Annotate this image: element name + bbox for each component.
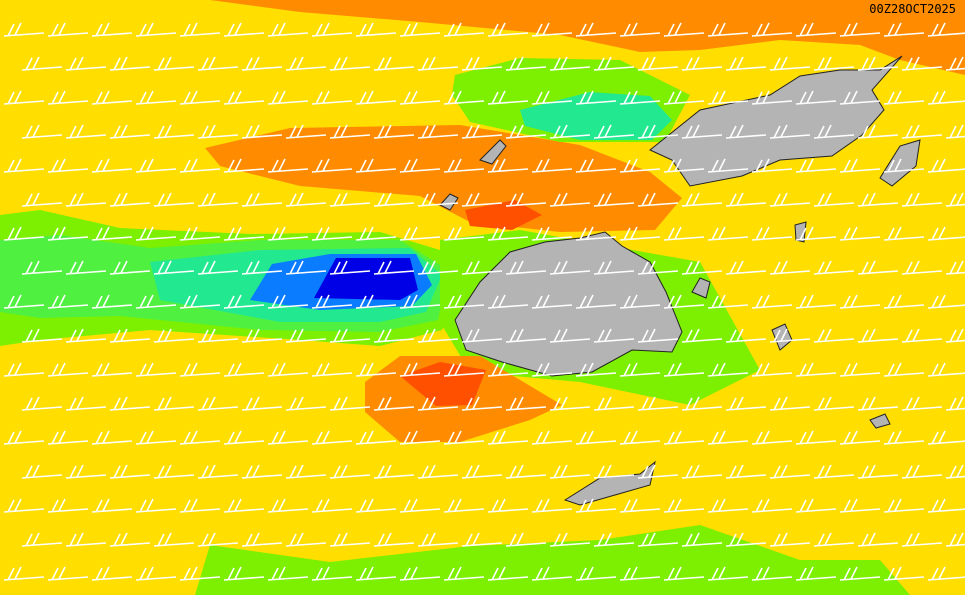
wind-barbs (3, 22, 965, 581)
red-zone (465, 200, 542, 230)
island (691, 277, 711, 299)
island (479, 139, 507, 165)
dark-blue-zone (314, 258, 418, 300)
cyan-zone (520, 92, 672, 140)
orange-zone (210, 0, 965, 75)
island (439, 193, 459, 211)
island (869, 413, 891, 429)
red-zone (400, 362, 486, 406)
island (794, 221, 807, 243)
timestamp: 00Z28OCT2025 (869, 2, 956, 16)
island (649, 55, 903, 187)
island (879, 139, 921, 187)
